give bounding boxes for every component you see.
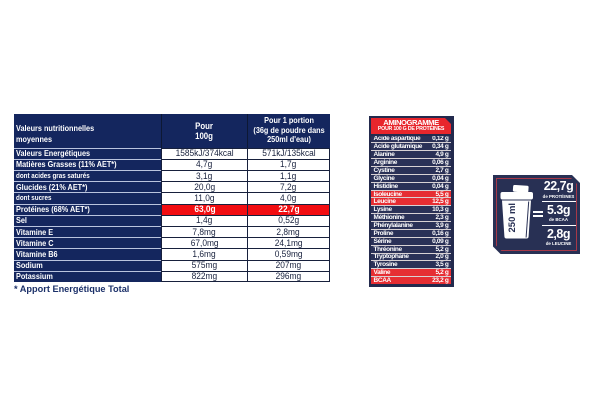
- svg-text:250 ml: 250 ml: [507, 203, 518, 233]
